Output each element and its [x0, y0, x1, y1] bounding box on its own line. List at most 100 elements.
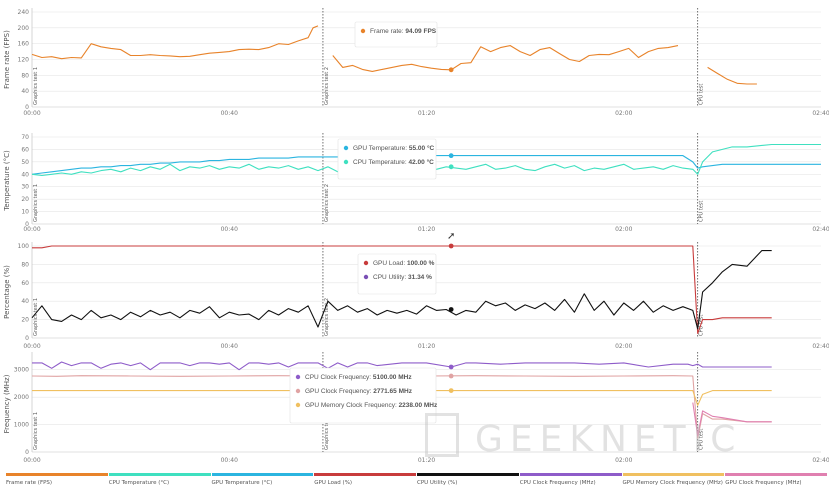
series-line	[32, 390, 772, 406]
section-label: CPU test	[699, 201, 705, 222]
section-label: Graphics test 1	[33, 184, 39, 222]
section-label: Graphics test 1	[33, 67, 39, 105]
y-axis-label: Percentage (%)	[3, 265, 11, 319]
y-tick-label: 40	[21, 88, 29, 95]
tooltip-text: CPU Utility: 31.34 %	[373, 274, 432, 281]
legend-item[interactable]: GPU Clock Frequency (MHz)	[725, 473, 827, 491]
y-axis-label: Temperature (°C)	[3, 150, 11, 212]
mouse-cursor-icon: ➚	[447, 231, 456, 242]
y-axis-label: Frame rate (FPS)	[3, 30, 11, 89]
legend-swatch	[417, 473, 519, 476]
x-tick-label: 00:40	[221, 457, 238, 464]
x-tick-label: 02:40	[812, 110, 829, 117]
legend-item[interactable]: Frame rate (FPS)	[6, 473, 108, 491]
legend-item[interactable]: GPU Load (%)	[314, 473, 416, 491]
x-tick-label: 00:00	[23, 343, 40, 350]
tooltip-box	[289, 367, 437, 424]
tooltip-box	[357, 253, 437, 295]
x-tick-label: 02:40	[812, 226, 829, 233]
x-tick-label: 00:00	[23, 457, 40, 464]
x-tick-label: 00:40	[221, 226, 238, 233]
tooltip-dot	[363, 260, 369, 266]
x-tick-label: 02:40	[812, 457, 829, 464]
legend-label: GPU Clock Frequency (MHz)	[725, 480, 802, 486]
legend-swatch	[725, 473, 827, 476]
legend-swatch	[314, 473, 416, 476]
tooltip-text: GPU Temperature: 55.00 °C	[353, 144, 435, 152]
series-line	[32, 361, 772, 371]
section-label: CPU test	[699, 429, 705, 450]
tooltip-box	[337, 138, 437, 180]
y-tick-label: 80	[21, 261, 29, 268]
x-tick-label: 01:20	[418, 110, 435, 117]
x-tick-label: 00:00	[23, 226, 40, 233]
legend-swatch	[622, 473, 725, 476]
legend-swatch	[108, 473, 211, 476]
series-line	[31, 375, 772, 439]
legend: Frame rate (FPS) CPU Temperature (°C) GPU …	[6, 473, 828, 491]
legend-label: GPU Temperature (°C)	[211, 480, 273, 486]
tooltip-box	[354, 21, 438, 48]
legend-label: CPU Utility (%)	[417, 480, 458, 486]
y-tick-label: 200	[18, 25, 30, 32]
series-line	[31, 155, 821, 175]
x-tick-label: 00:40	[221, 110, 238, 117]
hover-marker	[448, 67, 454, 73]
legend-item[interactable]: CPU Clock Frequency (MHz)	[519, 473, 622, 491]
series-line	[31, 25, 319, 60]
x-tick-label: 01:20	[418, 343, 435, 350]
tooltip-text: CPU Clock Frequency: 5100.00 MHz	[305, 374, 412, 381]
hover-marker	[448, 364, 454, 370]
legend-label: Frame rate (FPS)	[6, 480, 53, 486]
y-tick-label: 240	[18, 9, 30, 16]
hover-marker	[448, 388, 454, 394]
y-tick-label: 0	[25, 221, 29, 228]
tooltip-text: CPU Temperature: 42.00 °C	[353, 158, 434, 166]
x-tick-label: 00:00	[23, 110, 40, 117]
x-tick-label: 02:40	[812, 343, 829, 350]
y-tick-label: 60	[21, 146, 29, 153]
panel-fps: 0 40 80 120 160 200 240 Frame rate (FPS) 00:00 00…	[3, 8, 829, 117]
y-tick-label: 40	[21, 171, 29, 178]
y-tick-label: 30	[21, 184, 29, 191]
panel-pct: 0 20 40 60 80 100 Percentage (%) 00:00 00:40 01:2…	[3, 242, 829, 350]
panel-temp: 0 10 20 30 40 50 60 70 Temperature (°C) 00:00 00:4…	[3, 133, 829, 233]
section-label: Graphics test 2	[324, 184, 330, 222]
legend-label: GPU Memory Clock Frequency (MHz)	[622, 480, 723, 486]
y-tick-label: 0	[25, 335, 29, 342]
hover-marker	[448, 164, 454, 170]
y-tick-label: 70	[21, 134, 29, 141]
x-tick-label: 02:00	[615, 110, 632, 117]
legend-item[interactable]: CPU Utility (%)	[417, 473, 519, 491]
legend-swatch	[211, 473, 314, 476]
y-tick-label: 2000	[14, 394, 29, 401]
y-tick-label: 40	[21, 298, 29, 305]
legend-item[interactable]: GPU Memory Clock Frequency (MHz)	[622, 473, 725, 491]
section-label: Graphics test 2	[324, 298, 330, 336]
section-label: Graphics test 1	[33, 298, 39, 336]
y-axis-label: Frequency (MHz)	[3, 374, 11, 433]
section-label: Graphics test 1	[33, 412, 39, 450]
y-tick-label: 20	[21, 196, 29, 203]
legend-item[interactable]: CPU Temperature (°C)	[108, 473, 211, 491]
legend-swatch	[519, 473, 622, 476]
x-tick-label: 00:40	[221, 343, 238, 350]
legend-item[interactable]: GPU Temperature (°C)	[211, 473, 314, 491]
y-tick-label: 100	[18, 243, 30, 250]
series-line	[332, 45, 679, 72]
x-tick-label: 02:00	[615, 343, 632, 350]
section-label: CPU test	[699, 315, 705, 336]
section-label: Graphics test 2	[324, 412, 330, 450]
series-line	[692, 402, 772, 437]
tooltip-dot	[343, 159, 349, 165]
y-tick-label: 0	[25, 449, 29, 456]
x-tick-label: 02:00	[615, 226, 632, 233]
x-tick-label: 02:00	[615, 457, 632, 464]
y-tick-label: 160	[18, 41, 30, 48]
y-tick-label: 0	[25, 104, 29, 111]
tooltip-dot	[295, 388, 301, 394]
tooltip-dot	[360, 28, 366, 34]
tooltip-dot	[363, 274, 369, 280]
